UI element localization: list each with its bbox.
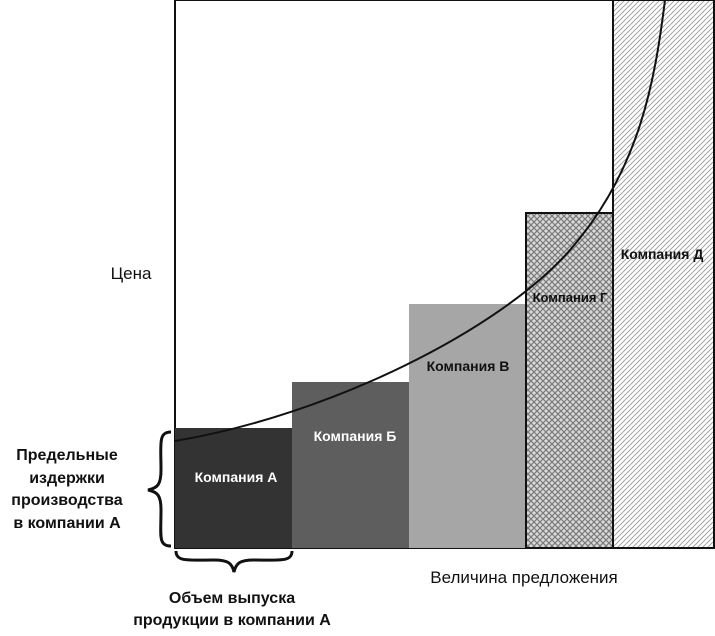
bar-label-company-v: Компания В (427, 358, 510, 374)
vertical-brace (147, 430, 172, 548)
marginal-cost-label-line-1: Предельные (16, 447, 118, 464)
marginal-cost-label-line-3: производства (11, 492, 122, 509)
horizontal-brace (174, 550, 294, 573)
bar-company-v (409, 304, 526, 548)
output-volume-label-line-2: продукции в компании А (133, 612, 331, 629)
supply-curve (174, 0, 666, 442)
bar-label-company-d: Компания Д (621, 246, 704, 262)
marginal-cost-label-line-4: в компании А (13, 515, 121, 532)
marginal-cost-label-line-2: издержки (29, 470, 105, 487)
bar-company-a (175, 428, 292, 548)
x-axis-label: Величина предложения (430, 568, 618, 587)
bar-company-d (612, 0, 715, 549)
bar-label-company-b: Компания Б (314, 428, 397, 444)
bar-label-company-g: Компания Г (533, 290, 608, 305)
output-volume-label-line-1: Объем выпуска (169, 590, 295, 607)
bar-company-b (292, 382, 409, 548)
bar-label-company-a: Компания А (195, 469, 278, 485)
bar-company-g (525, 212, 614, 549)
y-axis-label: Цена (111, 264, 152, 283)
